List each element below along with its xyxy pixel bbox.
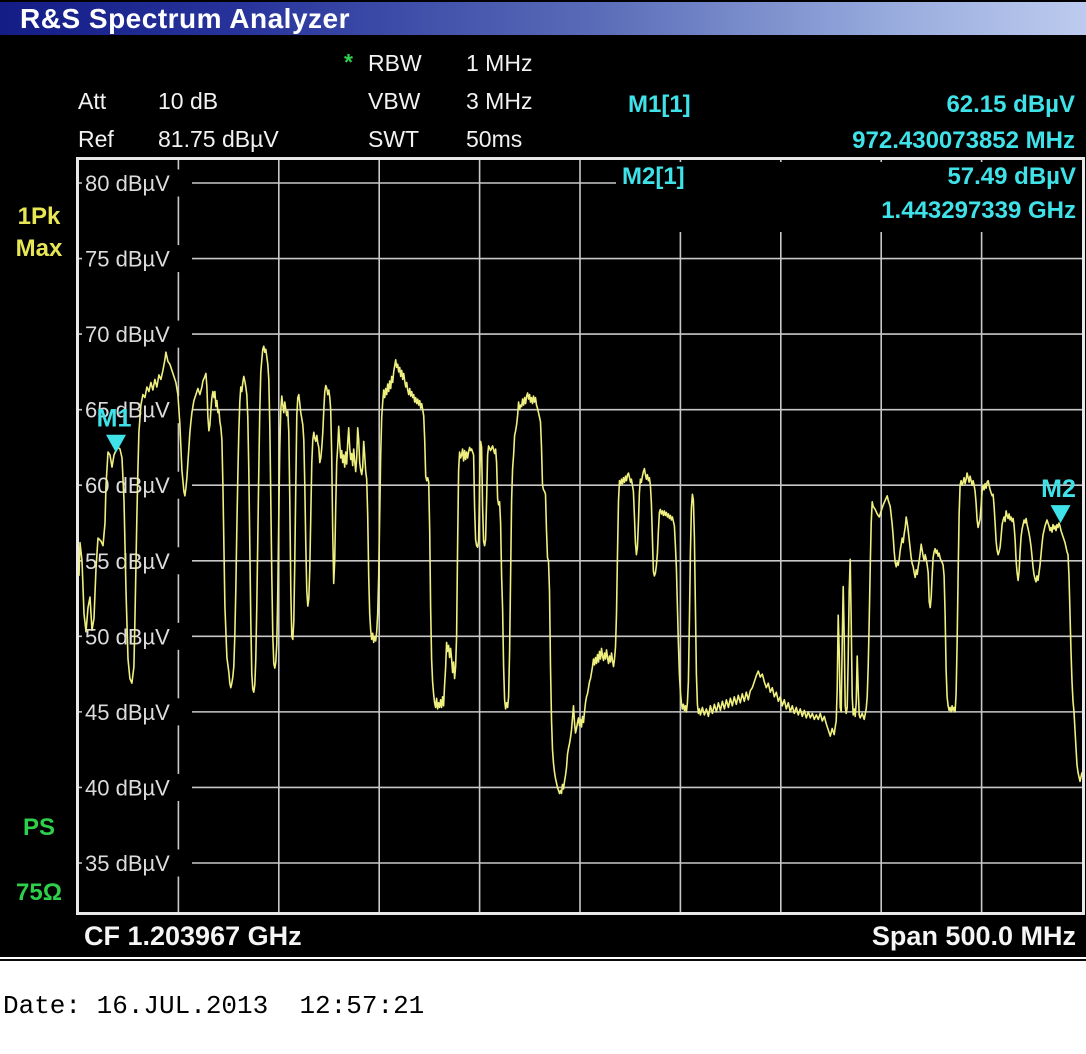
y-tick-label: 55 dBµV [85, 549, 170, 574]
y-tick-label: 40 dBµV [85, 775, 170, 800]
swt-label: SWT [368, 126, 420, 152]
rbw-value: 1 MHz [466, 50, 533, 76]
graticule-border [76, 157, 1085, 915]
app-title: R&S Spectrum Analyzer [20, 3, 350, 34]
marker2-glyph-label: M2 [1041, 475, 1076, 503]
vbw-value: 3 MHz [466, 88, 533, 114]
y-tick-label-bg [82, 849, 192, 877]
spectrum-plot: 80 dBµV 75 dBµV 70 dBµV 65 dBµV 60 dBµV 55 dB… [76, 157, 1085, 915]
ref-label: Ref [78, 126, 114, 152]
y-tick-label-bg [82, 396, 192, 424]
rbw-label: RBW [368, 50, 422, 76]
trace-mode-max-label: Max [15, 235, 63, 262]
analyzer-screen: R&S Spectrum Analyzer Att 10 dB Ref 81.7… [0, 0, 1086, 957]
y-tick-label-bg [82, 169, 192, 197]
marker2-triangle-icon [1050, 505, 1071, 524]
y-tick-label-bg [82, 773, 192, 801]
title-bar: R&S Spectrum Analyzer [0, 0, 1086, 38]
y-tick-label: 35 dBµV [85, 851, 170, 876]
vbw-label: VBW [368, 88, 421, 114]
y-tick-label-bg [82, 698, 192, 726]
center-frequency-readout: CF 1.203967 GHz [84, 921, 302, 951]
impedance-75ohm-label: 75Ω [16, 879, 62, 906]
y-tick-label-bg [82, 320, 192, 348]
y-tick-label-bg [82, 245, 192, 273]
y-tick-label: 65 dBµV [85, 398, 170, 423]
marker2-name: M2[1] [622, 163, 685, 190]
swt-value: 50ms [466, 126, 523, 152]
spectrum-trace [78, 345, 1083, 795]
marker1-level: 62.15 dBµV [946, 91, 1075, 118]
y-tick-label-bg [82, 622, 192, 650]
y-tick-label: 45 dBµV [85, 700, 170, 725]
marker2-frequency: 1.443297339 GHz [881, 197, 1076, 224]
trace-mode-1pk-label: 1Pk [17, 203, 61, 230]
y-tick-label: 70 dBµV [85, 322, 170, 347]
y-tick-label: 60 dBµV [85, 473, 170, 498]
marker1-glyph-label: M1 [97, 405, 132, 433]
att-label: Att [78, 88, 107, 114]
preamp-ps-label: PS [22, 814, 55, 841]
coupled-function-star-icon: * [344, 49, 353, 75]
screen-bottom-divider [0, 959, 1086, 961]
date-time-stamp: Date: 16.JUL.2013 12:57:21 [3, 991, 425, 1021]
marker1-triangle-icon [106, 434, 127, 453]
att-value: 10 dB [158, 88, 219, 114]
marker2-readout-box: M2[1] 57.49 dBµV 1.443297339 GHz [616, 162, 1082, 232]
marker1-name: M1[1] [628, 91, 691, 118]
span-readout: Span 500.0 MHz [871, 921, 1076, 951]
marker2-level: 57.49 dBµV [947, 163, 1076, 190]
y-tick-label: 75 dBµV [85, 247, 170, 272]
ref-value: 81.75 dBµV [158, 126, 279, 152]
marker1-frequency: 972.430073852 MHz [852, 127, 1075, 154]
y-tick-label: 80 dBµV [85, 171, 170, 196]
